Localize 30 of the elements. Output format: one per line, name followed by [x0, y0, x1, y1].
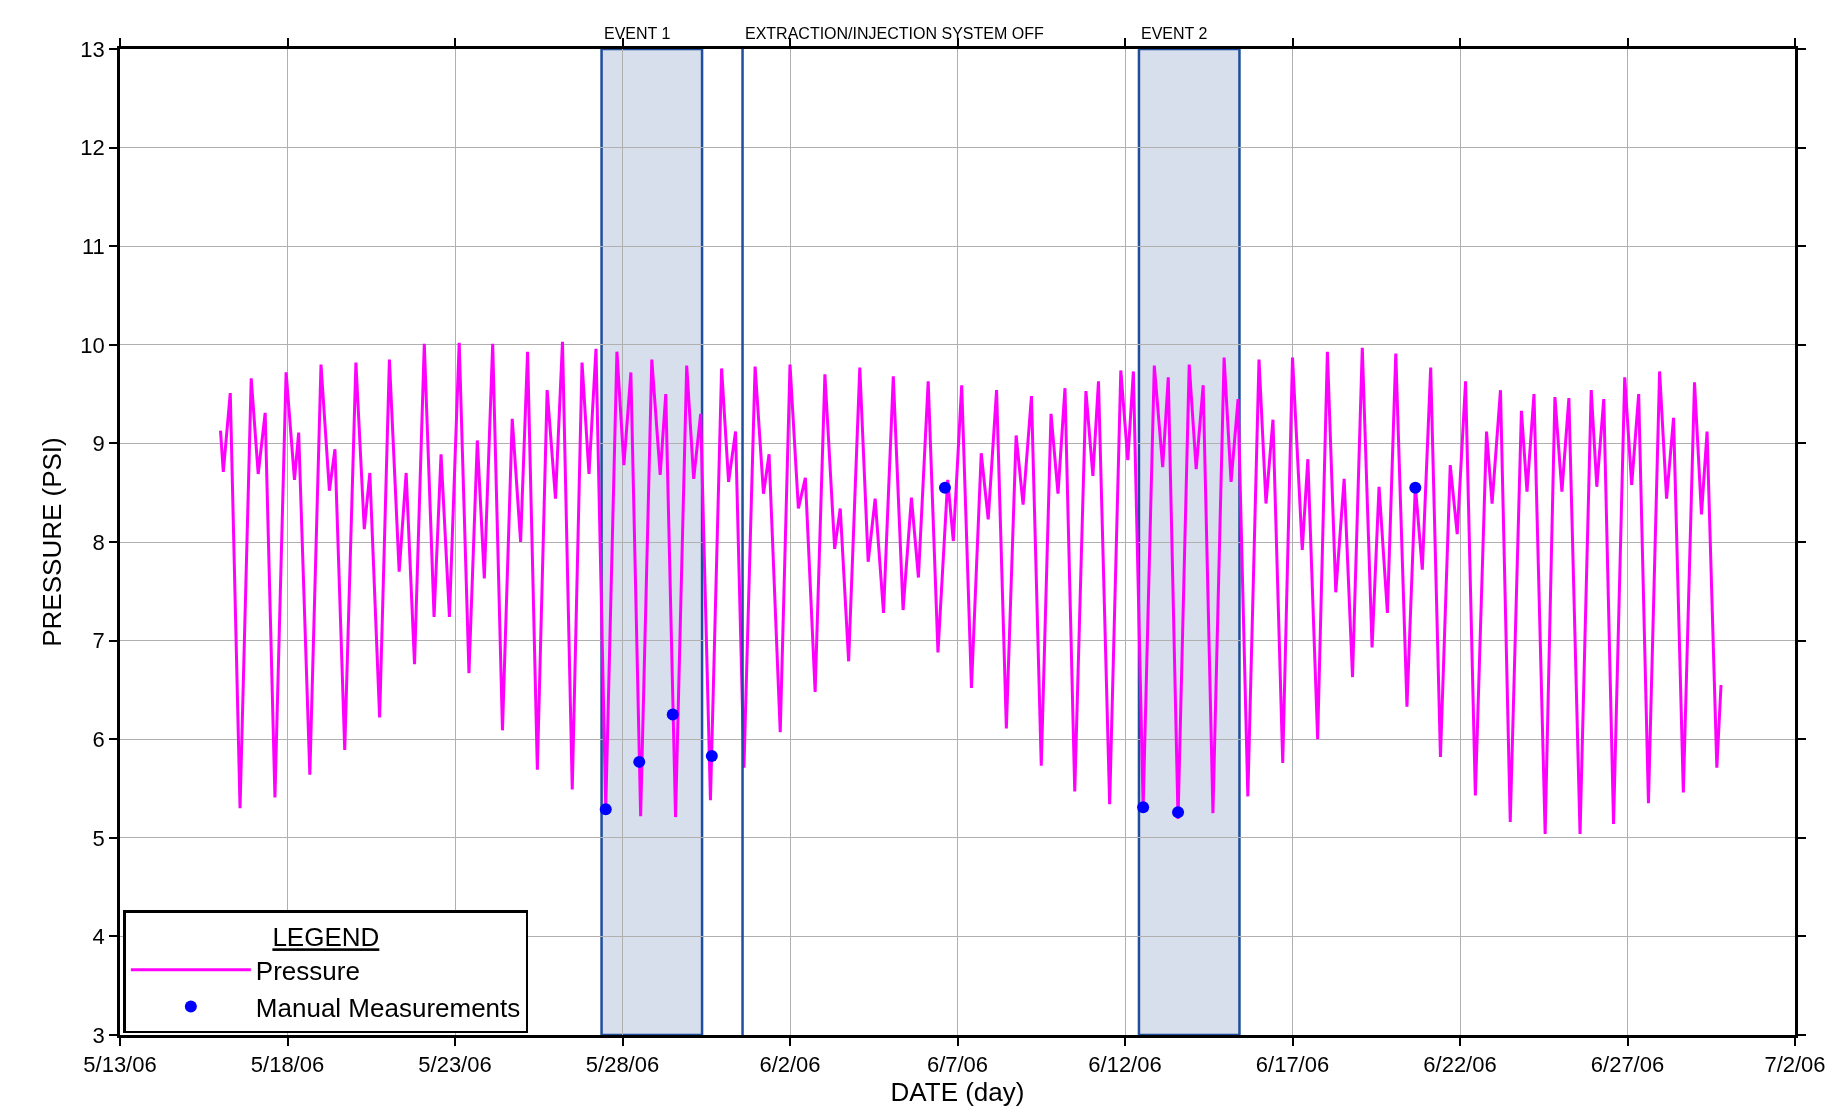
y-tick-label: 9 — [92, 431, 105, 457]
band-label: EVENT 1 — [604, 25, 671, 42]
legend-label: Manual Measurements — [255, 992, 521, 1023]
x-tick-label: 5/18/06 — [250, 1052, 325, 1078]
x-tick-label: 6/12/06 — [1088, 1052, 1162, 1078]
y-tick-label: 12 — [80, 135, 105, 161]
y-tick-label: 3 — [92, 1022, 105, 1048]
x-axis-title: DATE (day) — [890, 1077, 1025, 1108]
legend-label: Pressure — [255, 955, 360, 986]
x-tick-label: 6/22/06 — [1423, 1052, 1497, 1078]
y-tick-label: 11 — [82, 233, 105, 259]
y-tick-label: 7 — [92, 628, 105, 654]
y-tick-label: 4 — [92, 924, 105, 950]
x-tick-label: 6/27/06 — [1590, 1052, 1665, 1078]
y-tick-label: 8 — [92, 529, 105, 555]
y-tick-label: 13 — [80, 36, 105, 62]
y-axis-title: PRESSURE (PSI) — [36, 437, 67, 647]
y-tick-label: 10 — [80, 332, 105, 358]
x-tick-label: 5/23/06 — [418, 1052, 492, 1078]
x-tick-label: 7/2/06 — [1764, 1052, 1826, 1078]
x-tick-label: 6/2/06 — [759, 1052, 821, 1078]
x-tick-label: 6/17/06 — [1255, 1052, 1330, 1078]
ref-line-label: EXTRACTION/INJECTION SYSTEM OFF — [745, 25, 1044, 42]
x-tick-label: 6/7/06 — [926, 1052, 989, 1078]
y-tick-label: 6 — [92, 726, 105, 752]
legend-title: LEGEND — [272, 922, 380, 953]
x-tick-label: 5/28/06 — [585, 1052, 660, 1078]
x-tick-label: 5/13/06 — [83, 1052, 157, 1078]
y-tick-label: 5 — [92, 825, 105, 851]
band-label: EVENT 2 — [1141, 25, 1208, 42]
